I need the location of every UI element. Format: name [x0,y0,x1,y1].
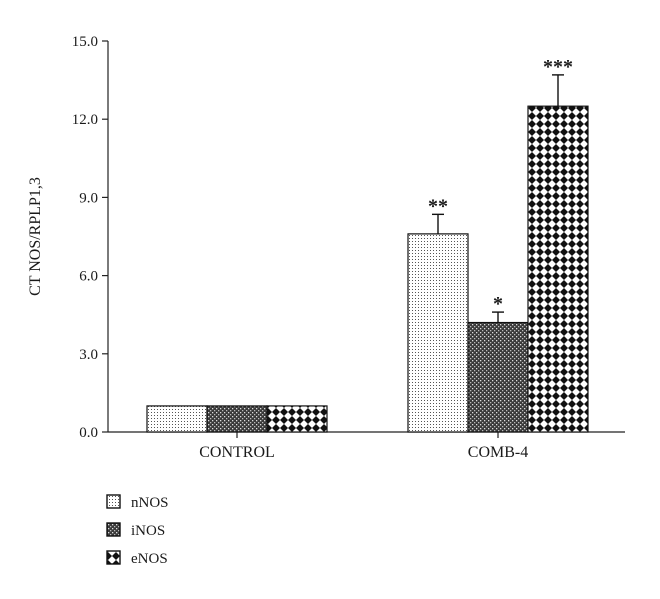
significance-label: *** [543,56,573,78]
significance-label: * [493,293,503,315]
y-tick-label: 6.0 [79,269,98,285]
x-tick-label: CONTROL [199,444,275,461]
bar-nnos [146,405,208,433]
y-tick-label: 0.0 [79,425,98,441]
legend-label-enos: eNOS [131,551,168,567]
bar-enos [266,405,328,433]
y-tick-label: 3.0 [79,347,98,363]
x-tick-label: COMB-4 [468,444,528,461]
bars [146,74,589,433]
significance-label: ** [428,195,448,217]
y-tick-label: 9.0 [79,190,98,206]
y-tick-label: 15.0 [72,34,98,50]
y-tick-label: 12.0 [72,112,98,128]
legend-label-inos: iNOS [131,523,165,539]
bar-inos [467,321,529,433]
legend-swatch-nnos [106,494,121,509]
bar-inos [206,405,268,433]
legend-swatch-enos [106,550,121,565]
bar-enos [527,105,589,433]
bar-nnos [407,233,469,433]
legend-label-nnos: nNOS [131,495,169,511]
legend: nNOS iNOS eNOS [106,494,169,567]
y-axis-label: CT NOS/RPLP1,3 [27,177,44,296]
legend-swatch-inos [106,522,121,537]
